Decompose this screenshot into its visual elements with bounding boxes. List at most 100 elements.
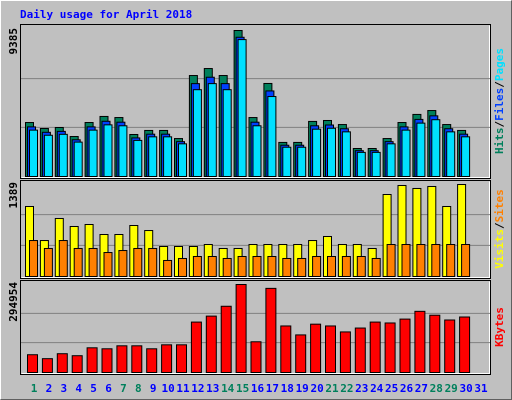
bar (431, 119, 441, 178)
x-tick-label: 7 (120, 382, 127, 395)
y-tick-label: 1389 (7, 182, 20, 209)
x-tick-label: 19 (296, 382, 309, 395)
bar (356, 255, 366, 278)
bar (222, 257, 232, 277)
bar (86, 347, 98, 373)
bar (371, 257, 381, 277)
bar (399, 318, 411, 373)
bar (58, 240, 68, 278)
bar (146, 348, 158, 373)
bar (341, 255, 351, 278)
legend-separator: / (493, 222, 506, 229)
legend-entry: Sites (493, 189, 506, 222)
x-tick-label: 31 (474, 382, 488, 395)
x-tick-label: 15 (236, 382, 249, 395)
bar (386, 244, 396, 277)
x-tick-label: 16 (251, 382, 265, 395)
bar (205, 315, 217, 373)
x-tick-label: 6 (105, 382, 112, 395)
bar (461, 136, 471, 177)
legend: KBytes (493, 307, 506, 347)
bar (416, 244, 426, 277)
bar (459, 316, 471, 373)
x-tick-label: 11 (176, 382, 190, 395)
x-tick-label: 23 (355, 382, 368, 395)
bar (88, 247, 98, 278)
bar (401, 244, 411, 277)
bar (325, 325, 336, 374)
x-tick-label: 12 (191, 382, 204, 395)
bar (207, 255, 217, 278)
bar (369, 321, 381, 374)
panel-bevel (21, 181, 490, 278)
x-tick-label: 25 (385, 382, 398, 395)
legend-entry: Visits (493, 229, 506, 269)
bar (103, 124, 113, 177)
chart-title: Daily usage for April 2018 (20, 8, 192, 21)
bar (327, 127, 336, 177)
bar (446, 244, 456, 277)
bar (295, 334, 307, 373)
x-tick-label: 8 (135, 382, 142, 395)
bar (103, 252, 113, 278)
bar (73, 247, 83, 278)
x-tick-label: 9 (150, 382, 157, 395)
bar (192, 255, 202, 278)
legend: Visits/Sites (493, 189, 506, 269)
bar (237, 255, 247, 278)
bar (56, 353, 68, 374)
bar (416, 122, 426, 177)
y-tick-label: 9385 (7, 28, 20, 55)
x-tick-label: 5 (90, 382, 97, 395)
bar (178, 143, 187, 177)
bar (386, 143, 396, 177)
x-tick-label: 24 (370, 382, 384, 395)
x-tick-label: 30 (459, 382, 472, 395)
bar (43, 134, 53, 178)
x-tick-label: 28 (430, 382, 443, 395)
y-tick-label: 294954 (7, 282, 20, 322)
bar (133, 139, 143, 178)
bar (43, 247, 53, 278)
bar (461, 244, 471, 277)
bar (220, 305, 232, 373)
x-tick-label: 3 (60, 382, 67, 395)
bar (280, 325, 292, 374)
x-tick-label: 1 (31, 382, 38, 395)
bar (282, 146, 292, 177)
bar (267, 96, 277, 177)
legend-entry: Files (493, 88, 506, 121)
legend-entry: Hits (493, 128, 506, 155)
bar (267, 255, 277, 278)
bar (163, 259, 173, 277)
x-tick-label: 13 (206, 382, 219, 395)
bar (101, 348, 113, 373)
panel-bevel (21, 25, 490, 178)
bar (88, 129, 98, 177)
bar (133, 247, 143, 278)
legend-separator: / (493, 81, 506, 88)
bar (429, 314, 441, 373)
panel-bevel (21, 281, 490, 374)
bar (148, 247, 158, 278)
x-tick-label: 10 (161, 382, 174, 395)
x-tick-label: 14 (221, 382, 235, 395)
bar (176, 344, 187, 373)
legend-entry: Pages (493, 48, 506, 81)
bar (252, 125, 262, 177)
x-tick-label: 22 (340, 382, 353, 395)
bar (265, 287, 277, 373)
bar (73, 141, 83, 177)
bar (312, 255, 322, 278)
x-tick-label: 18 (281, 382, 294, 395)
bar (312, 128, 322, 177)
x-tick-label: 4 (75, 382, 82, 395)
x-tick-label: 27 (415, 382, 428, 395)
x-tick-label: 21 (325, 382, 339, 395)
bar (29, 129, 38, 177)
bar (252, 255, 262, 278)
bar (118, 250, 128, 277)
bar (29, 240, 38, 278)
